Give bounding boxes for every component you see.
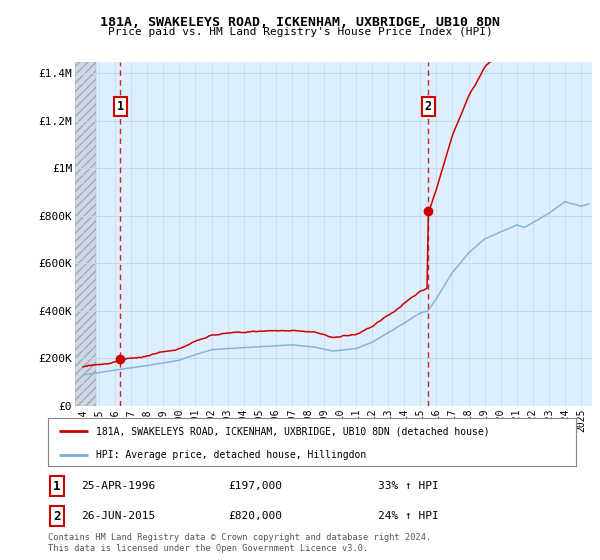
Text: 26-JUN-2015: 26-JUN-2015 [81, 511, 155, 521]
Text: 25-APR-1996: 25-APR-1996 [81, 481, 155, 491]
Text: HPI: Average price, detached house, Hillingdon: HPI: Average price, detached house, Hill… [95, 450, 366, 460]
Text: Contains HM Land Registry data © Crown copyright and database right 2024.
This d: Contains HM Land Registry data © Crown c… [48, 533, 431, 553]
Text: £820,000: £820,000 [228, 511, 282, 521]
Text: 181A, SWAKELEYS ROAD, ICKENHAM, UXBRIDGE, UB10 8DN (detached house): 181A, SWAKELEYS ROAD, ICKENHAM, UXBRIDGE… [95, 426, 489, 436]
Text: 1: 1 [53, 479, 61, 493]
Text: 24% ↑ HPI: 24% ↑ HPI [378, 511, 439, 521]
Text: £197,000: £197,000 [228, 481, 282, 491]
Text: 1: 1 [117, 100, 124, 113]
Text: 181A, SWAKELEYS ROAD, ICKENHAM, UXBRIDGE, UB10 8DN: 181A, SWAKELEYS ROAD, ICKENHAM, UXBRIDGE… [100, 16, 500, 29]
Text: 2: 2 [425, 100, 432, 113]
Text: Price paid vs. HM Land Registry's House Price Index (HPI): Price paid vs. HM Land Registry's House … [107, 27, 493, 37]
Text: 2: 2 [53, 510, 61, 523]
Text: 33% ↑ HPI: 33% ↑ HPI [378, 481, 439, 491]
